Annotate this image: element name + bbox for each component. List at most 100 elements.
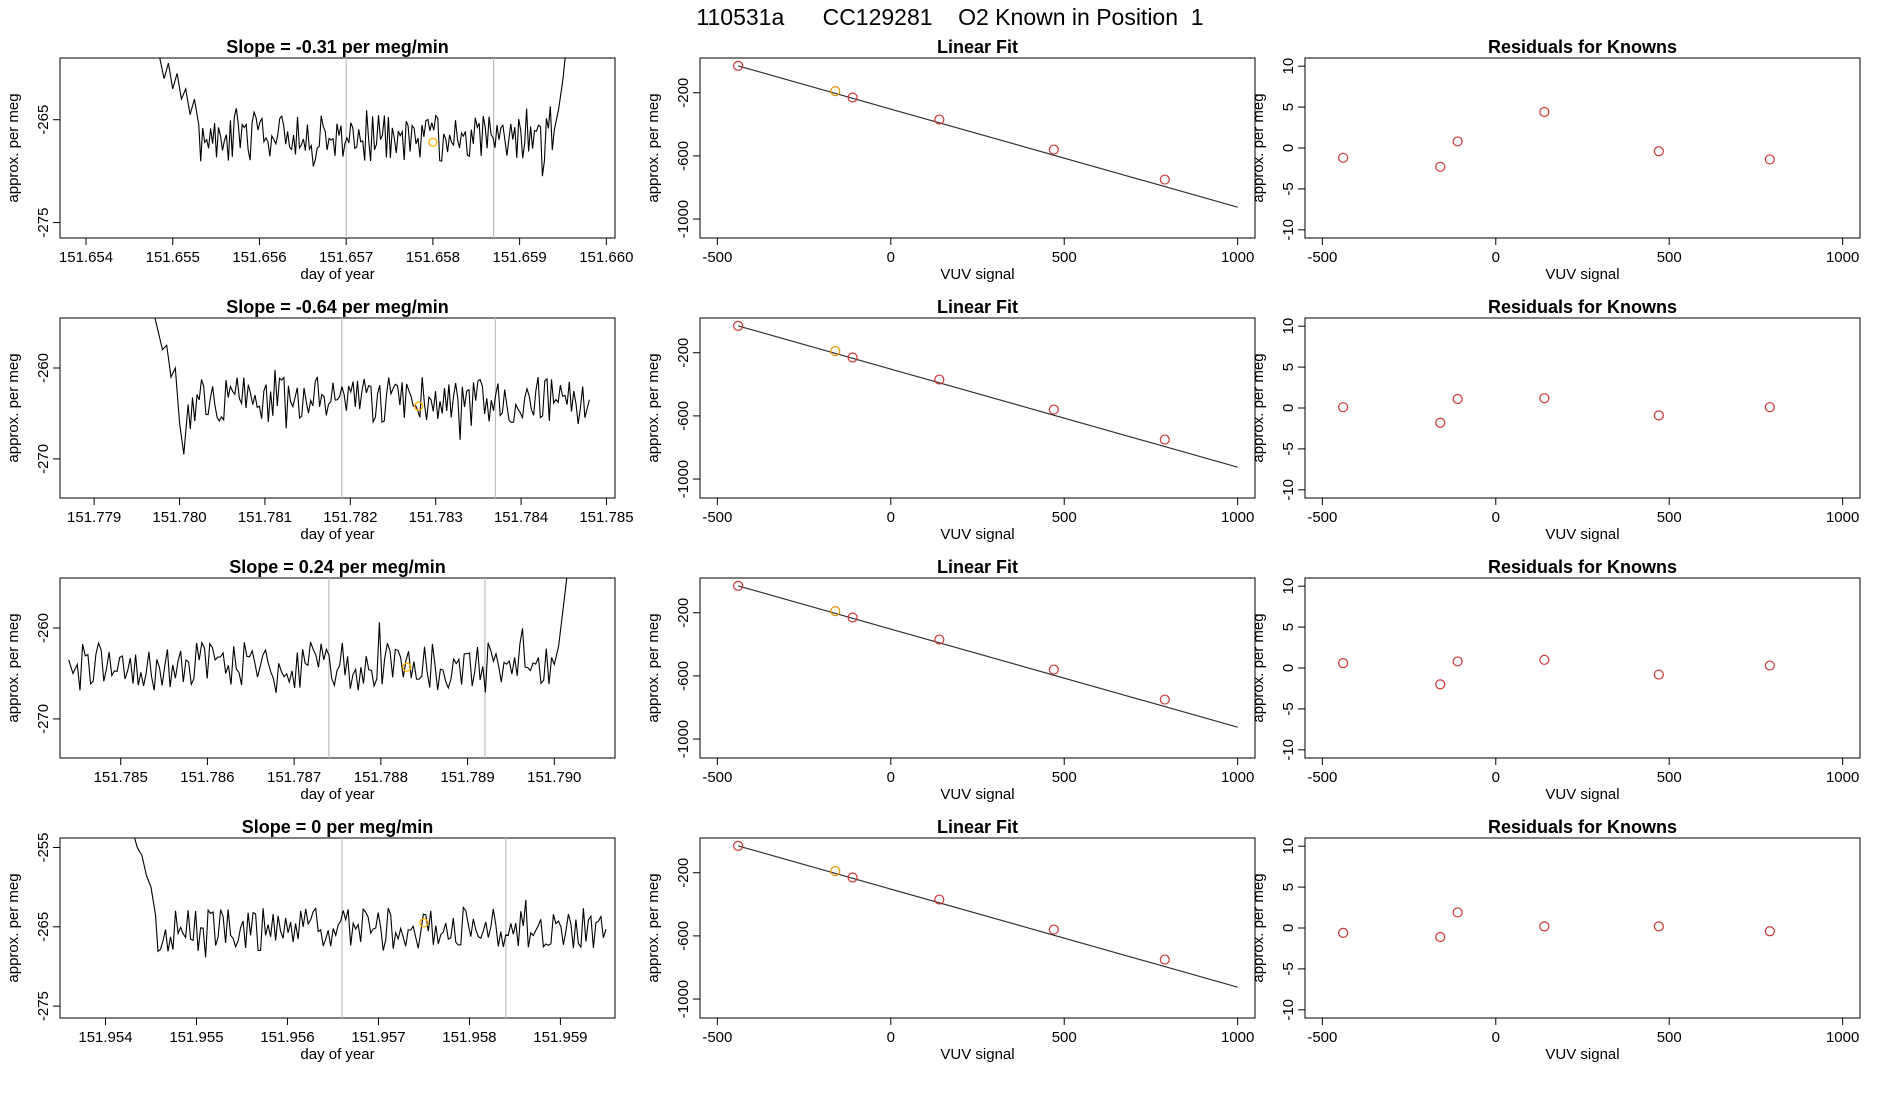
y-tick-label: -1000 — [675, 460, 692, 498]
x-tick-label: 500 — [1657, 1029, 1682, 1046]
data-point — [1539, 654, 1550, 665]
plot-frame — [1304, 837, 1861, 1019]
chart-panel-r2-c1: Linear Fit -500 0 500 1000 -200 -600 -1000 VUV s… — [645, 557, 1256, 803]
y-tick-label: -265 — [35, 912, 52, 942]
y-axis-label: approx. per meg — [1250, 613, 1267, 722]
x-tick-label: 0 — [887, 1029, 895, 1046]
data-point — [847, 352, 858, 363]
x-axis-label: VUV signal — [1545, 266, 1619, 283]
y-axis-label: approx. per meg — [5, 93, 22, 202]
data-point — [1048, 664, 1059, 675]
y-tick-label: -265 — [35, 105, 52, 135]
fit-line — [737, 65, 1238, 208]
sample-marker — [419, 918, 429, 928]
data-point — [1653, 921, 1664, 932]
data-point — [733, 60, 744, 71]
y-tick-label: -5 — [1280, 702, 1297, 715]
x-tick-label: 1000 — [1221, 769, 1254, 786]
x-tick-label: 151.956 — [260, 1029, 314, 1046]
y-tick-label: -275 — [35, 991, 52, 1021]
data-point — [934, 114, 945, 125]
data-point — [830, 86, 841, 97]
data-point — [1435, 679, 1446, 690]
y-tick-label: -600 — [675, 661, 692, 691]
signal-trace — [159, 58, 566, 177]
chart-panel-r3-c0: Slope = 0 per meg/min 151.954 151.955 151.9… — [5, 817, 616, 1063]
data-point — [934, 894, 945, 905]
data-point — [1452, 656, 1463, 667]
y-tick-label: -260 — [35, 613, 52, 643]
y-tick-label: -10 — [1280, 739, 1297, 761]
plot-frame — [699, 317, 1256, 499]
data-point — [1338, 152, 1349, 163]
y-tick-label: 0 — [1280, 924, 1297, 932]
data-point — [733, 840, 744, 851]
data-point — [1653, 669, 1664, 680]
signal-trace — [154, 318, 590, 455]
data-point — [847, 92, 858, 103]
x-tick-label: 500 — [1657, 509, 1682, 526]
y-axis-label: approx. per meg — [5, 613, 22, 722]
plot-frame — [59, 57, 616, 239]
x-tick-label: -500 — [702, 509, 732, 526]
x-tick-label: -500 — [1307, 769, 1337, 786]
plot-area — [159, 58, 566, 238]
x-axis-label: VUV signal — [940, 786, 1014, 803]
page-title: 110531a CC129281 O2 Known in Position 1 — [696, 4, 1204, 30]
data-point — [1435, 161, 1446, 172]
data-point — [830, 866, 841, 877]
x-tick-label: 151.780 — [152, 509, 206, 526]
data-point — [1653, 410, 1664, 421]
sample-marker — [402, 662, 412, 672]
y-tick-label: 0 — [1280, 404, 1297, 412]
x-tick-label: -500 — [1307, 1029, 1337, 1046]
y-tick-label: -270 — [35, 444, 52, 474]
data-point — [847, 612, 858, 623]
data-point — [830, 606, 841, 617]
y-tick-label: -255 — [35, 832, 52, 862]
y-tick-label: 0 — [1280, 144, 1297, 152]
chart-panel-r1-c1: Linear Fit -500 0 500 1000 -200 -600 -1000 VUV s… — [645, 297, 1256, 543]
x-axis-label: VUV signal — [1545, 526, 1619, 543]
x-tick-label: 151.656 — [232, 249, 286, 266]
y-tick-label: -10 — [1280, 219, 1297, 241]
plot-area — [1338, 654, 1775, 690]
data-point — [1048, 404, 1059, 415]
x-axis-label: day of year — [300, 526, 374, 543]
data-point — [1764, 154, 1775, 165]
y-tick-label: -1000 — [675, 720, 692, 758]
data-point — [830, 346, 841, 357]
chart-title: Linear Fit — [937, 557, 1018, 577]
x-tick-label: 1000 — [1221, 1029, 1254, 1046]
y-tick-label: -600 — [675, 141, 692, 171]
y-axis-label: approx. per meg — [645, 873, 662, 982]
sample-marker — [428, 137, 438, 147]
data-point — [1338, 657, 1349, 669]
y-tick-label: -1000 — [675, 980, 692, 1018]
x-tick-label: 151.785 — [94, 769, 148, 786]
plot-area — [154, 318, 590, 498]
plot-area — [134, 838, 607, 1018]
y-tick-label: -5 — [1280, 962, 1297, 975]
y-axis-label: approx. per meg — [5, 873, 22, 982]
data-point — [1048, 144, 1059, 155]
x-tick-label: -500 — [702, 1029, 732, 1046]
y-tick-label: -5 — [1280, 442, 1297, 455]
plot-frame — [59, 837, 616, 1019]
x-tick-label: 1000 — [1221, 509, 1254, 526]
data-point — [1159, 694, 1170, 705]
chart-title: Slope = -0.64 per meg/min — [226, 297, 449, 317]
y-tick-label: -260 — [35, 353, 52, 383]
x-tick-label: 0 — [1492, 509, 1500, 526]
data-point — [1338, 927, 1349, 939]
data-point — [1653, 146, 1664, 157]
signal-trace — [134, 838, 607, 958]
chart-panel-r2-c2: Residuals for Knowns -500 0 500 1000 10 5 0 -5 -1… — [1250, 557, 1861, 803]
data-point — [1338, 402, 1349, 413]
plot-area — [1338, 907, 1775, 943]
x-tick-label: 151.779 — [67, 509, 121, 526]
x-axis-label: VUV signal — [940, 526, 1014, 543]
x-tick-label: 151.954 — [78, 1029, 132, 1046]
data-point — [934, 634, 945, 645]
plot-area — [733, 580, 1238, 728]
